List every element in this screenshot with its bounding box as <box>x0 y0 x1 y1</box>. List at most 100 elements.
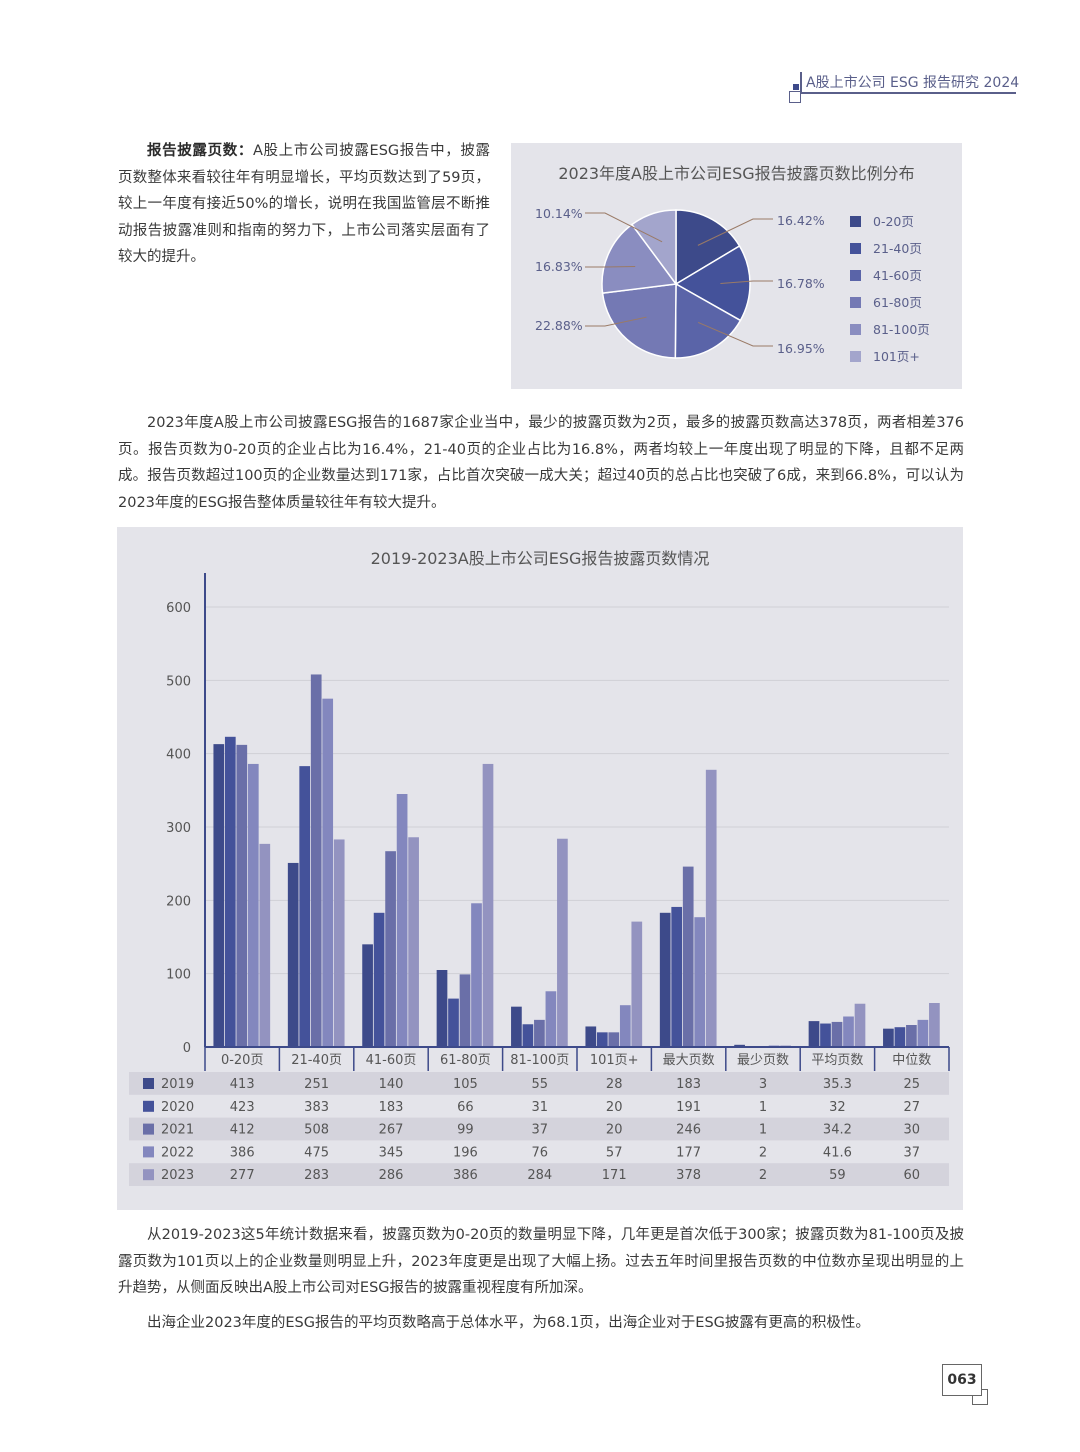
table-cell: 59 <box>829 1168 846 1183</box>
paragraph-lead: 报告披露页数： <box>147 143 253 159</box>
pie-slice <box>674 282 742 359</box>
bar <box>619 1005 631 1047</box>
bar <box>310 674 322 1047</box>
bar <box>408 837 419 1047</box>
bar <box>631 921 643 1047</box>
pie-label-101plus: 10.14% <box>535 206 583 221</box>
bar <box>534 1019 545 1047</box>
y-tick-label: 200 <box>166 894 191 909</box>
table-cell: 386 <box>230 1145 255 1160</box>
x-tick-label: 中位数 <box>892 1053 931 1068</box>
table-cell: 57 <box>606 1145 623 1160</box>
bar-chart: 0 100 200 300 400 500 600 0-20页 21-40页 41-60页 61-8… <box>129 573 950 1186</box>
header-mark <box>793 84 799 90</box>
page-number: 063 <box>942 1364 982 1396</box>
bar <box>247 763 259 1047</box>
pie-label-61-80: 22.88% <box>535 318 583 333</box>
pie-chart <box>585 209 773 359</box>
pie-leader-line <box>585 212 663 243</box>
table-cell: 386 <box>453 1168 478 1183</box>
legend-swatch <box>850 351 861 362</box>
legend-label: 41-60页 <box>873 268 922 283</box>
x-tick-label: 41-60页 <box>366 1053 417 1068</box>
table-cell: 35.3 <box>823 1077 852 1092</box>
legend-swatch <box>850 297 861 308</box>
table-cell: 283 <box>304 1168 329 1183</box>
bar <box>671 906 683 1047</box>
y-tick-label: 0 <box>183 1041 191 1056</box>
x-tick-label: 61-80页 <box>440 1053 491 1068</box>
bar <box>522 1024 534 1047</box>
pie-leader-line <box>720 280 773 284</box>
series-name: 2021 <box>161 1123 194 1138</box>
legend-swatch <box>143 1169 154 1181</box>
legend-label: 101页+ <box>873 349 920 364</box>
legend-swatch <box>850 270 861 281</box>
running-header: A股上市公司 ESG 报告研究 2024 <box>806 75 1020 91</box>
x-tick-label: 平均页数 <box>811 1053 863 1068</box>
bar-chart-title: 2019-2023A股上市公司ESG报告披露页数情况 <box>370 549 710 568</box>
bar <box>545 991 557 1047</box>
x-tick-label: 最大页数 <box>663 1053 715 1068</box>
table-cell: 378 <box>676 1168 701 1183</box>
legend-swatch <box>143 1100 154 1112</box>
paragraph-body: A股上市公司披露ESG报告中，披露页数整体来看较往年有明显增长，平均页数达到了5… <box>118 143 490 265</box>
table-cell: 37 <box>904 1145 921 1160</box>
bar <box>333 839 345 1047</box>
bar <box>459 974 471 1047</box>
bar <box>694 917 706 1047</box>
table-cell: 76 <box>532 1145 549 1160</box>
bar <box>396 794 408 1047</box>
bar <box>596 1032 608 1047</box>
series-name: 2023 <box>161 1168 194 1183</box>
bar <box>436 970 448 1047</box>
table-cell: 28 <box>606 1077 623 1092</box>
table-cell: 2 <box>759 1168 767 1183</box>
legend-label: 81-100页 <box>873 322 930 337</box>
x-tick-label: 81-100页 <box>510 1053 569 1068</box>
table-cell: 99 <box>457 1123 474 1138</box>
table-cell: 31 <box>532 1100 549 1115</box>
table-cell: 41.6 <box>823 1145 852 1160</box>
table-cell: 60 <box>904 1168 921 1183</box>
table-cell: 3 <box>759 1077 767 1092</box>
table-cell: 140 <box>379 1077 404 1092</box>
pie-legend-item: 0-20页 <box>850 211 930 238</box>
legend-label: 61-80页 <box>873 295 922 310</box>
bar <box>917 1019 929 1047</box>
y-tick-label: 600 <box>166 601 191 616</box>
table-cell: 277 <box>230 1168 255 1183</box>
bar <box>362 944 373 1047</box>
table-cell: 191 <box>676 1100 701 1115</box>
table-cell: 171 <box>602 1168 627 1183</box>
pie-leader-line <box>585 316 647 327</box>
paragraph-2023-summary: 2023年度A股上市公司披露ESG报告的1687家企业当中，最少的披露页数为2页… <box>118 415 964 511</box>
table-cell: 1 <box>759 1100 767 1115</box>
header-box-decoration <box>789 91 801 103</box>
pie-legend: 0-20页 21-40页 41-60页 61-80页 81-100页 101页+ <box>850 211 930 373</box>
pie-label-0-20: 16.42% <box>777 213 825 228</box>
table-cell: 183 <box>676 1077 701 1092</box>
legend-swatch <box>143 1123 154 1135</box>
table-cell: 34.2 <box>823 1123 852 1138</box>
table-row-band <box>129 1117 949 1141</box>
table-cell: 284 <box>527 1168 552 1183</box>
table-cell: 27 <box>904 1100 921 1115</box>
bar <box>482 763 494 1047</box>
table-cell: 246 <box>676 1123 701 1138</box>
bar <box>705 769 717 1047</box>
table-cell: 196 <box>453 1145 478 1160</box>
bar <box>682 866 694 1047</box>
bar <box>322 698 334 1047</box>
legend-label: 0-20页 <box>873 214 914 229</box>
bar <box>894 1027 906 1047</box>
bar <box>236 744 248 1047</box>
table-cell: 183 <box>379 1100 404 1115</box>
table-row-band <box>129 1072 949 1095</box>
bar <box>213 744 225 1047</box>
pie-slice <box>674 244 751 322</box>
pie-label-41-60: 16.95% <box>777 341 825 356</box>
pie-chart-title: 2023年度A股上市公司ESG报告披露页数比例分布 <box>558 164 915 183</box>
pie-legend-item: 101页+ <box>850 346 930 373</box>
bar <box>906 1025 917 1047</box>
